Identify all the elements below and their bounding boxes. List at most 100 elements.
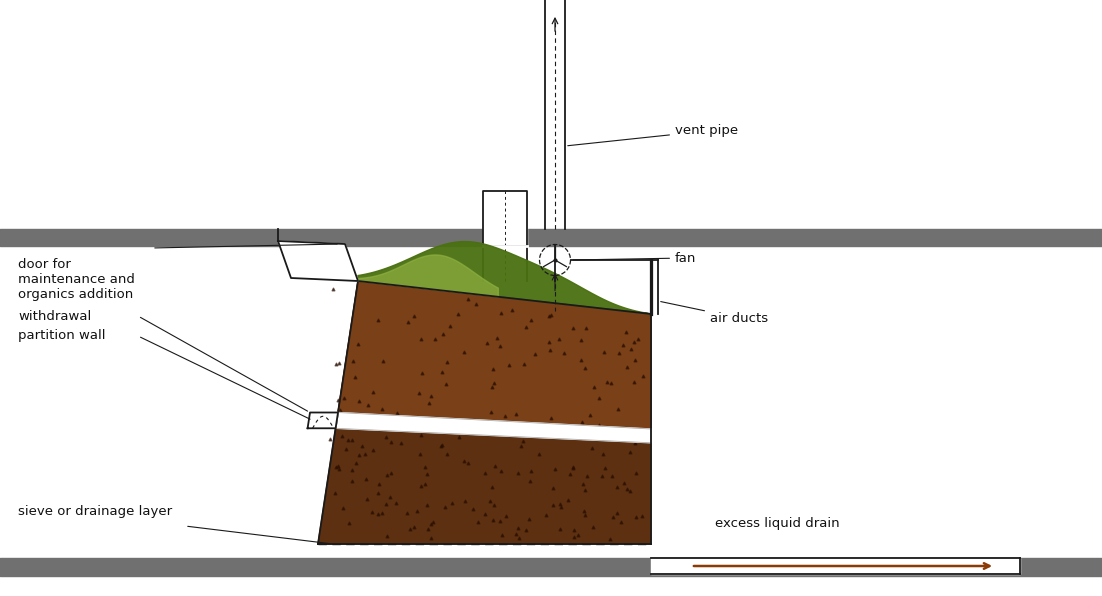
Point — [334, 504, 352, 513]
Point — [374, 404, 391, 414]
Point — [544, 500, 562, 510]
Point — [496, 412, 514, 421]
Point — [626, 439, 644, 448]
Point — [411, 449, 429, 459]
Point — [439, 449, 456, 458]
Point — [602, 378, 619, 388]
Point — [378, 499, 396, 509]
Point — [331, 405, 348, 415]
Point — [569, 530, 586, 540]
Point — [595, 449, 613, 459]
Point — [412, 430, 430, 440]
Point — [515, 359, 532, 369]
Point — [412, 335, 430, 344]
Point — [349, 339, 367, 349]
Point — [581, 410, 598, 420]
Point — [491, 466, 509, 476]
Point — [540, 311, 558, 321]
Point — [433, 367, 451, 377]
Point — [357, 474, 375, 484]
Point — [422, 533, 440, 543]
Point — [409, 507, 426, 516]
Point — [347, 458, 365, 468]
Point — [522, 315, 540, 325]
Point — [484, 382, 501, 392]
Point — [625, 337, 642, 347]
Point — [520, 514, 538, 524]
Point — [598, 377, 616, 387]
Text: partition wall: partition wall — [18, 330, 106, 343]
Point — [540, 337, 558, 347]
Point — [504, 306, 521, 315]
Point — [344, 356, 361, 365]
Point — [620, 487, 638, 496]
Point — [572, 335, 590, 344]
Point — [324, 284, 342, 294]
Polygon shape — [358, 241, 651, 314]
Point — [514, 436, 531, 445]
Text: sieve or drainage layer: sieve or drainage layer — [18, 504, 172, 517]
Point — [450, 310, 467, 319]
Point — [419, 524, 436, 534]
Point — [510, 533, 528, 543]
Point — [478, 339, 496, 348]
Text: air ducts: air ducts — [661, 302, 768, 324]
Point — [485, 501, 503, 510]
Point — [469, 517, 487, 527]
Point — [576, 364, 594, 373]
Point — [485, 378, 503, 387]
Point — [406, 522, 423, 532]
Point — [388, 408, 406, 417]
Point — [541, 345, 559, 355]
Point — [350, 396, 368, 406]
Point — [456, 496, 474, 505]
Point — [339, 519, 357, 528]
Point — [364, 387, 381, 397]
Point — [609, 404, 627, 414]
Point — [458, 295, 476, 305]
Point — [530, 449, 548, 459]
Point — [439, 358, 456, 367]
Point — [327, 360, 345, 370]
Point — [603, 471, 620, 480]
Point — [455, 456, 473, 465]
Point — [399, 508, 417, 517]
Point — [595, 347, 613, 357]
Point — [382, 468, 400, 478]
Point — [369, 488, 387, 497]
Point — [369, 510, 387, 519]
Point — [585, 383, 603, 392]
Point — [564, 323, 582, 333]
Point — [336, 393, 354, 402]
Point — [574, 479, 592, 489]
Point — [436, 379, 454, 389]
Point — [423, 520, 441, 529]
Point — [435, 502, 453, 512]
Point — [344, 465, 361, 474]
Point — [419, 500, 436, 510]
Point — [508, 529, 526, 539]
Point — [356, 449, 374, 458]
Point — [359, 401, 377, 410]
Point — [433, 442, 451, 451]
Polygon shape — [483, 191, 527, 246]
Point — [564, 462, 582, 471]
Point — [460, 458, 477, 468]
Point — [491, 309, 509, 318]
Point — [377, 432, 395, 442]
Point — [517, 322, 534, 331]
Point — [576, 323, 594, 333]
Point — [575, 507, 593, 516]
Point — [369, 315, 387, 324]
Point — [346, 372, 364, 382]
Point — [623, 344, 640, 353]
Point — [482, 407, 499, 417]
Point — [321, 434, 338, 444]
Point — [422, 391, 440, 401]
Point — [628, 513, 646, 522]
Point — [418, 470, 435, 479]
Point — [576, 485, 594, 495]
Point — [629, 334, 647, 344]
Point — [634, 371, 651, 381]
Text: withdrawal: withdrawal — [18, 309, 91, 322]
